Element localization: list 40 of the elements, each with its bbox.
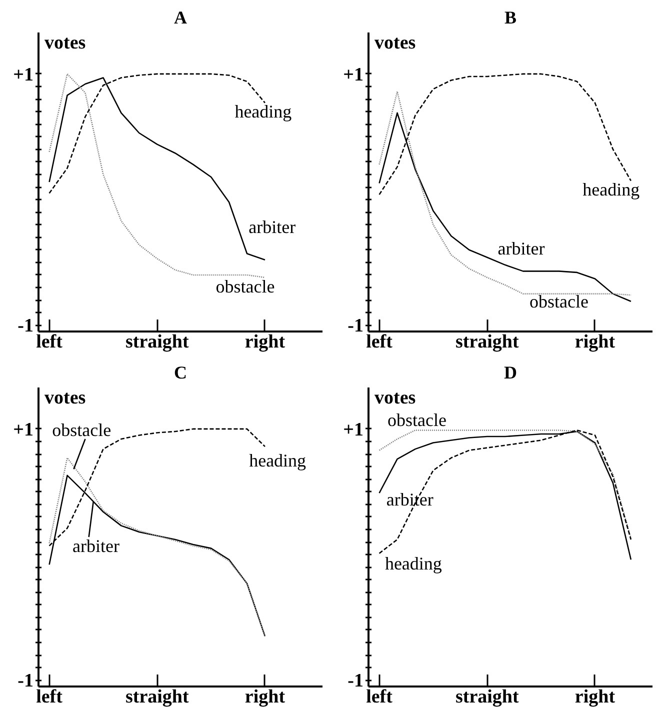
y-tick-label: -1 bbox=[18, 670, 34, 692]
series-label: obstacle bbox=[388, 410, 447, 430]
chart-title: C bbox=[174, 362, 187, 382]
y-tick-label: -1 bbox=[18, 316, 34, 337]
x-tick-label: right bbox=[574, 332, 616, 352]
x-tick-label: straight bbox=[125, 686, 190, 708]
series-label: arbiter bbox=[386, 489, 434, 510]
series-label: heading bbox=[249, 450, 306, 470]
y-tick-label: +1 bbox=[13, 64, 34, 86]
y-axis-title: votes bbox=[44, 388, 86, 408]
y-tick-label: -1 bbox=[348, 316, 364, 337]
series-label: obstacle bbox=[530, 291, 589, 312]
chart-title: D bbox=[504, 362, 517, 382]
x-tick-label: right bbox=[244, 686, 286, 708]
x-tick-label: straight bbox=[125, 332, 190, 352]
series-label: heading bbox=[234, 102, 292, 122]
x-tick-label: left bbox=[36, 686, 64, 708]
x-tick-label: left bbox=[366, 686, 394, 708]
series-label: arbiter bbox=[248, 217, 296, 238]
y-tick-label: +1 bbox=[343, 419, 364, 440]
y-tick-label: -1 bbox=[348, 670, 364, 692]
chart-title: A bbox=[174, 8, 187, 28]
x-tick-label: left bbox=[366, 332, 394, 352]
series-label: heading bbox=[384, 553, 442, 574]
x-tick-label: right bbox=[244, 332, 286, 352]
x-tick-label: left bbox=[36, 332, 64, 352]
y-axis-title: votes bbox=[44, 32, 86, 54]
series-label: heading bbox=[582, 180, 640, 200]
y-tick-label: +1 bbox=[343, 64, 364, 86]
legend-label: arbiter bbox=[72, 536, 120, 556]
y-axis-title: votes bbox=[374, 388, 416, 408]
series-label: arbiter bbox=[498, 238, 545, 259]
x-tick-label: right bbox=[574, 686, 616, 708]
series-label: obstacle bbox=[52, 420, 112, 440]
series-label: obstacle bbox=[216, 276, 275, 296]
x-tick-label: straight bbox=[455, 686, 520, 708]
x-tick-label: straight bbox=[455, 332, 520, 352]
y-tick-label: +1 bbox=[13, 419, 34, 440]
y-axis-title: votes bbox=[374, 32, 416, 54]
chart-title: B bbox=[504, 8, 517, 28]
